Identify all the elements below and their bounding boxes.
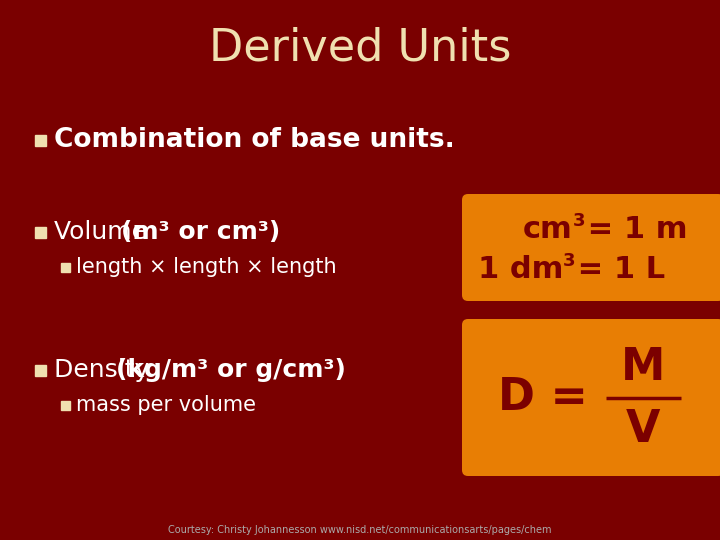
Text: length × length × length: length × length × length [76, 257, 337, 277]
Text: (m³ or cm³): (m³ or cm³) [121, 220, 280, 244]
Text: M: M [621, 346, 665, 389]
FancyBboxPatch shape [462, 194, 720, 301]
Text: Density: Density [54, 358, 157, 382]
Text: Derived Units: Derived Units [209, 26, 511, 70]
Bar [61, 401, 70, 409]
Bar [35, 364, 46, 375]
Text: Courtesy: Christy Johannesson www.nisd.net/communicationsarts/pages/chem: Courtesy: Christy Johannesson www.nisd.n… [168, 525, 552, 535]
FancyBboxPatch shape [462, 319, 720, 476]
Bar [35, 134, 46, 145]
Text: (kg/m³ or g/cm³): (kg/m³ or g/cm³) [116, 358, 346, 382]
Text: cm: cm [523, 215, 573, 245]
Text: 1 dm: 1 dm [477, 255, 563, 285]
Text: 3: 3 [563, 252, 575, 270]
Text: 3: 3 [573, 212, 585, 230]
Text: Volume: Volume [54, 220, 155, 244]
Bar [61, 262, 70, 272]
Text: mass per volume: mass per volume [76, 395, 256, 415]
Text: Combination of base units.: Combination of base units. [54, 127, 455, 153]
Bar [35, 226, 46, 238]
Text: = 1 m: = 1 m [577, 215, 688, 245]
Text: V: V [626, 408, 660, 451]
Text: D =: D = [498, 376, 588, 419]
Text: = 1 L: = 1 L [567, 255, 665, 285]
